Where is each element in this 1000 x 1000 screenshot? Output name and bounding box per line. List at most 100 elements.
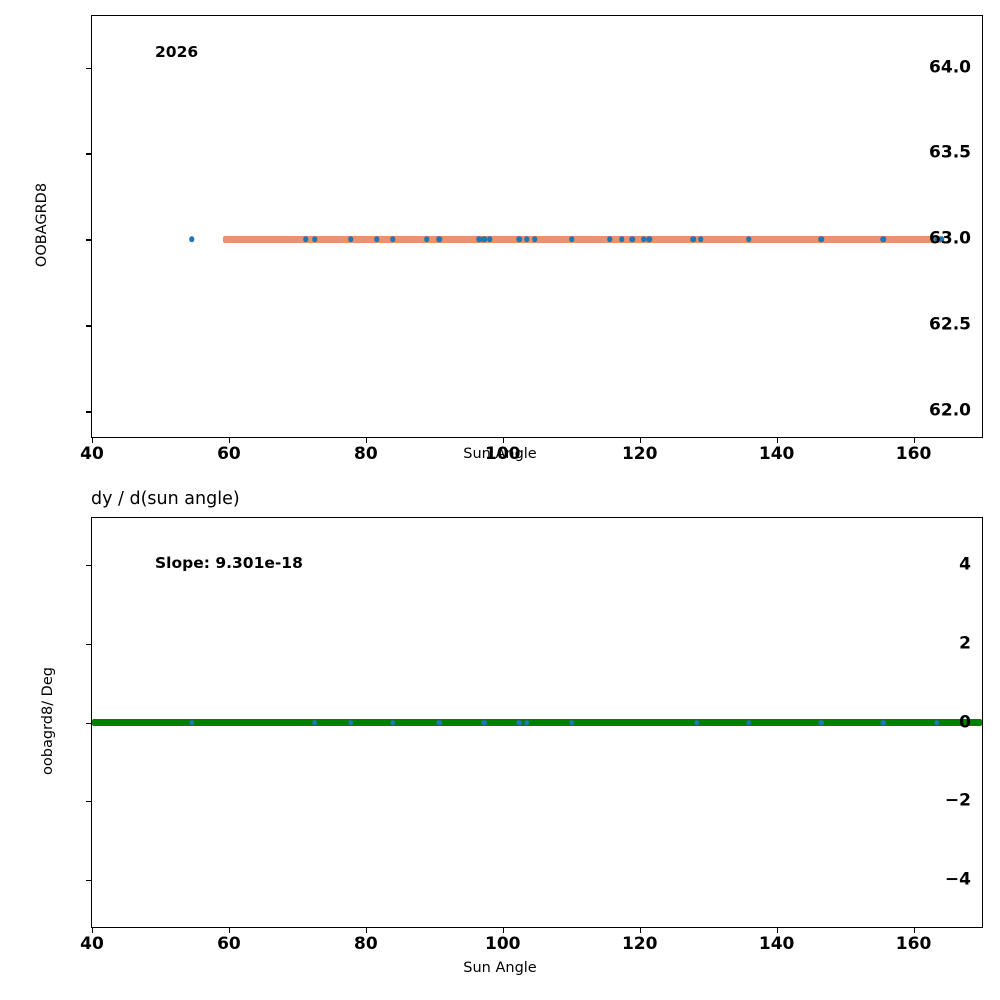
- x-tick-mark: [365, 437, 368, 443]
- y-tick-mark: [86, 67, 92, 69]
- y-axis-label-top: OOBAGRD8: [34, 182, 50, 267]
- y-tick-label: 64.0: [929, 57, 971, 78]
- y-tick-mark: [86, 643, 92, 646]
- x-tick-mark: [92, 927, 94, 933]
- x-tick-mark: [913, 927, 915, 933]
- x-tick-label: 160: [895, 934, 932, 954]
- data-point: [646, 236, 653, 243]
- data-point: [523, 236, 530, 243]
- annotation-slope: Slope: 9.301e-18: [155, 554, 303, 572]
- y-tick-label: 0: [959, 712, 971, 732]
- x-tick-label: 60: [217, 934, 241, 954]
- y-tick-mark: [86, 153, 92, 155]
- data-point: [487, 236, 493, 243]
- x-tick-mark: [365, 927, 368, 933]
- y-tick-label: 62.5: [929, 314, 971, 335]
- data-point: [348, 236, 354, 243]
- y-tick-label: −4: [944, 869, 971, 890]
- data-point: [690, 236, 696, 243]
- data-point: [481, 236, 488, 243]
- chart-axes-top: 2026 40 60 80 100 120 140 160 62.0 62.5 63.0 63.5 6…: [80, 15, 983, 463]
- x-tick-label: 60: [217, 444, 241, 464]
- data-point: [436, 236, 442, 243]
- x-tick-mark: [92, 437, 94, 443]
- y-tick-label: 2: [959, 633, 971, 654]
- data-point: [569, 719, 575, 726]
- y-tick-label: 4: [959, 554, 971, 575]
- x-tick-label: 80: [354, 444, 378, 464]
- x-tick-label: 160: [895, 444, 932, 464]
- x-tick-label: 140: [758, 444, 795, 464]
- x-tick-label: 80: [354, 934, 378, 954]
- data-point: [302, 236, 309, 243]
- data-point: [569, 236, 575, 243]
- trend-line: [92, 719, 982, 726]
- y-tick-mark: [86, 325, 92, 327]
- data-point: [532, 236, 538, 243]
- y-tick-label: −2: [944, 790, 971, 811]
- x-tick-mark: [228, 437, 231, 443]
- data-point: [619, 236, 625, 243]
- y-tick-mark: [86, 411, 92, 413]
- chart-axes-bottom: Slope: 9.301e-18 40 60 80 100 120 140 160 −4 −2 0…: [80, 517, 983, 953]
- data-point: [523, 719, 530, 726]
- data-point: [374, 236, 380, 243]
- data-point: [389, 236, 396, 243]
- y-tick-mark: [86, 801, 92, 803]
- data-point: [745, 236, 752, 243]
- data-point: [424, 236, 430, 243]
- y-tick-mark: [86, 239, 92, 241]
- data-point: [818, 236, 824, 243]
- x-tick-label: 40: [80, 444, 104, 464]
- x-tick-mark: [776, 437, 778, 443]
- data-point: [697, 236, 704, 243]
- data-point: [880, 719, 887, 726]
- data-point: [516, 236, 522, 243]
- data-point: [348, 719, 354, 726]
- y-tick-mark: [86, 565, 92, 567]
- y-tick-label: 63.5: [929, 142, 971, 163]
- x-tick-mark: [639, 927, 641, 933]
- annotation-year: 2026: [155, 43, 199, 61]
- x-tick-mark: [639, 437, 641, 443]
- data-point: [629, 236, 635, 243]
- data-point: [311, 236, 318, 243]
- x-tick-label: 40: [80, 934, 104, 954]
- plot-layer-top: [92, 16, 982, 437]
- data-point: [745, 719, 752, 726]
- x-tick-mark: [913, 437, 915, 443]
- x-tick-label: 100: [485, 444, 521, 464]
- data-point: [880, 236, 887, 243]
- y-tick-mark: [86, 722, 92, 724]
- x-tick-mark: [502, 927, 505, 933]
- y-tick-label: 63.0: [929, 228, 971, 249]
- data-point: [481, 719, 488, 726]
- x-tick-mark: [228, 927, 231, 933]
- data-point: [189, 236, 195, 243]
- panel-title-bottom: dy / d(sun angle): [91, 489, 240, 509]
- x-axis-label-top: Sun Angle: [463, 446, 537, 462]
- data-point: [389, 719, 396, 726]
- data-point: [934, 719, 940, 726]
- y-axis-label-bottom: oobagrd8/ Deg: [40, 666, 56, 775]
- data-point: [189, 719, 195, 726]
- y-tick-label: 62.0: [929, 400, 971, 421]
- x-tick-label: 100: [485, 934, 521, 954]
- x-tick-label: 120: [621, 444, 658, 464]
- trend-line: [223, 236, 943, 243]
- data-point: [693, 719, 700, 726]
- x-tick-label: 140: [758, 934, 795, 954]
- data-point: [818, 719, 824, 726]
- data-point: [436, 719, 442, 726]
- data-point: [311, 719, 318, 726]
- data-point: [476, 236, 483, 243]
- data-point: [641, 236, 647, 243]
- data-point: [516, 719, 522, 726]
- plot-layer-bottom: [92, 518, 982, 927]
- data-point: [606, 236, 613, 243]
- y-tick-mark: [86, 879, 92, 882]
- x-tick-mark: [776, 927, 778, 933]
- x-axis-label-bottom: Sun Angle: [463, 960, 537, 976]
- x-tick-mark: [502, 437, 505, 443]
